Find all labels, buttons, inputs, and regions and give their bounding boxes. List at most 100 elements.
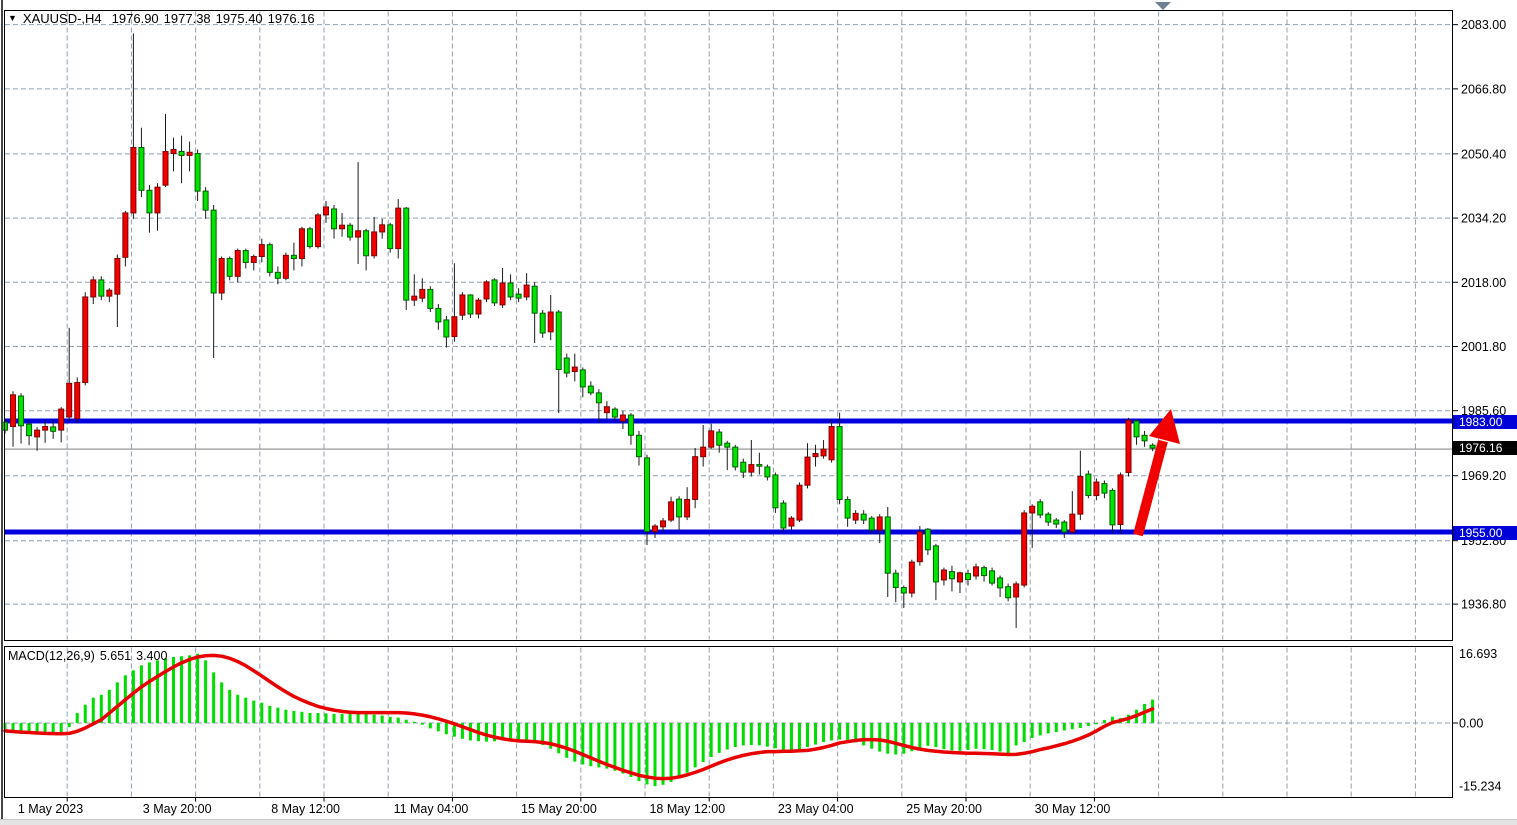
macd-histogram-bar <box>998 723 1002 752</box>
candle-bull <box>395 207 402 250</box>
macd-histogram-bar <box>372 714 376 723</box>
candle-bull <box>122 212 129 258</box>
macd-histogram-bar <box>749 723 753 745</box>
macd-histogram-bar <box>685 723 689 773</box>
macd-histogram-bar <box>541 723 545 745</box>
candle-bull <box>1093 481 1100 497</box>
macd-histogram-bar <box>107 689 111 723</box>
candle-bear <box>635 434 642 458</box>
candle-bear <box>226 257 233 277</box>
candle-bull <box>34 429 41 438</box>
macd-histogram-bar <box>653 723 657 787</box>
macd-histogram-bar <box>806 723 809 748</box>
macd-histogram-bar <box>886 723 890 754</box>
time-axis-label: 23 May 04:00 <box>778 802 854 816</box>
candle-bear <box>868 517 875 531</box>
macd-histogram-bar <box>1070 723 1074 730</box>
candle-bear <box>884 516 891 574</box>
macd-histogram-bar <box>493 723 497 742</box>
macd-histogram-bar <box>308 713 312 723</box>
macd-histogram-bar <box>741 723 745 746</box>
candle-bear <box>948 571 955 580</box>
macd-histogram-bar <box>420 723 424 725</box>
candle-bear <box>1101 483 1108 494</box>
macd-histogram-bar <box>51 723 55 734</box>
candle-bull <box>106 289 113 297</box>
candle-bear <box>306 228 313 248</box>
price-axis-label: 2034.20 <box>1461 212 1506 226</box>
candle-bear <box>403 207 410 301</box>
macd-histogram-bar <box>974 723 978 749</box>
indicator-name: MACD(12,26,9) <box>8 649 95 663</box>
candle-bear <box>210 209 217 294</box>
macd-histogram-bar <box>332 713 336 723</box>
macd-histogram-bar <box>918 723 922 748</box>
trend-arrow-shaft[interactable] <box>1133 439 1168 537</box>
candle-bear <box>1133 420 1140 438</box>
candle-bear <box>716 431 723 446</box>
candle-bull <box>419 288 426 299</box>
macd-histogram-bar <box>276 707 280 723</box>
candle-bear <box>427 288 434 309</box>
candle-bull <box>788 517 795 527</box>
macd-histogram-bar <box>533 723 537 743</box>
macd-histogram-bar <box>468 723 472 741</box>
macd-pane-border <box>4 646 1453 798</box>
time-axis-label: 18 May 12:00 <box>649 802 725 816</box>
macd-axis-label: 16.693 <box>1459 647 1497 661</box>
candle-bear <box>611 408 618 418</box>
candle-bear <box>531 285 538 314</box>
macd-histogram-bar <box>605 723 609 769</box>
candle-bear <box>676 498 683 518</box>
chart-shift-marker-icon[interactable] <box>1155 2 1171 10</box>
macd-axis-label: 0.00 <box>1459 717 1483 731</box>
macd-histogram-bar <box>934 723 938 748</box>
macd-histogram-bar <box>982 723 986 750</box>
macd-histogram-bar <box>43 723 47 734</box>
candle-bull <box>820 448 827 457</box>
candle-bear <box>539 312 546 334</box>
candle-bull <box>499 282 506 306</box>
candle-bear <box>491 279 498 304</box>
macd-histogram-bar <box>854 723 858 743</box>
price-axis-label: 1936.80 <box>1461 598 1506 612</box>
macd-histogram-bar <box>573 723 577 762</box>
macd-histogram-bar <box>870 723 874 749</box>
candle-bear <box>587 385 594 394</box>
macd-histogram-bar <box>1110 716 1114 723</box>
candle-bull <box>652 525 659 533</box>
macd-histogram-bar <box>27 723 31 733</box>
trend-arrow-head[interactable] <box>1149 409 1180 444</box>
macd-histogram-bar <box>1062 723 1066 731</box>
candle-bull <box>1077 475 1084 515</box>
candle-bull <box>186 151 193 156</box>
candle-bull <box>796 484 803 521</box>
macd-histogram-bar <box>1014 723 1018 746</box>
symbol-dropdown-icon[interactable]: ▼ <box>8 13 17 23</box>
macd-histogram-bar <box>517 723 521 740</box>
macd-histogram-bar <box>412 721 416 723</box>
macd-histogram-bar <box>155 660 159 723</box>
price-axis-label: 2066.80 <box>1461 82 1506 96</box>
macd-histogram-bar <box>164 658 167 723</box>
candle-bull <box>973 566 980 577</box>
macd-histogram-bar <box>252 700 256 723</box>
candle-bear <box>563 357 570 374</box>
candle-bull <box>876 516 883 531</box>
candle-bull <box>66 382 73 418</box>
candle-bear <box>363 230 370 257</box>
quote-high: 1977.38 <box>163 11 211 26</box>
candle-bull <box>170 149 177 154</box>
price-badge-resistance: 1983.00 <box>1453 415 1517 429</box>
candle-bull <box>90 279 97 298</box>
macd-histogram-bar <box>613 723 617 771</box>
candle-bull <box>916 531 923 563</box>
candle-bull <box>130 147 137 214</box>
macd-histogram-bar <box>701 723 705 763</box>
macd-histogram-bar <box>380 715 384 723</box>
candle-bear <box>989 570 996 584</box>
macd-histogram-bar <box>765 723 769 747</box>
candle-bear <box>26 423 33 437</box>
candle-bull <box>162 150 169 186</box>
